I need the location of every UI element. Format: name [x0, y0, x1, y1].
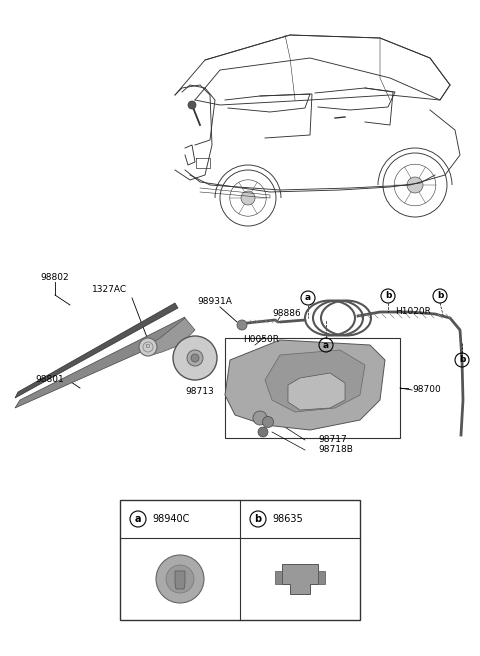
Text: 98700: 98700 [412, 386, 441, 394]
Text: 98931A: 98931A [198, 298, 232, 306]
Circle shape [407, 177, 423, 193]
Polygon shape [175, 571, 185, 589]
Polygon shape [15, 303, 178, 398]
Text: 98713: 98713 [186, 388, 215, 396]
Circle shape [241, 191, 255, 205]
Polygon shape [275, 571, 282, 584]
Text: a: a [305, 293, 311, 302]
Circle shape [237, 320, 247, 330]
Circle shape [191, 354, 199, 362]
Text: 1327AC: 1327AC [93, 285, 128, 295]
Text: a: a [323, 340, 329, 350]
Circle shape [263, 417, 274, 428]
Circle shape [188, 101, 196, 109]
Circle shape [258, 427, 268, 437]
Polygon shape [15, 317, 185, 408]
Text: b: b [459, 356, 465, 365]
Text: H0050R: H0050R [243, 335, 279, 344]
Text: a: a [135, 514, 141, 524]
Circle shape [156, 555, 204, 603]
Bar [225, 338, 400, 438]
Circle shape [253, 411, 267, 425]
Polygon shape [288, 373, 345, 410]
Polygon shape [148, 318, 195, 355]
Text: 98886: 98886 [272, 310, 301, 319]
Circle shape [139, 338, 157, 356]
Circle shape [173, 336, 217, 380]
Polygon shape [265, 350, 365, 412]
Circle shape [187, 350, 203, 366]
Text: 98718B: 98718B [318, 445, 353, 455]
Text: 98635: 98635 [272, 514, 303, 524]
Text: b: b [254, 514, 262, 524]
Text: 98801: 98801 [36, 375, 64, 384]
Text: H1020R: H1020R [395, 308, 431, 316]
Text: 98940C: 98940C [152, 514, 190, 524]
Text: b: b [385, 291, 391, 300]
Text: b: b [437, 291, 443, 300]
Text: 98802: 98802 [41, 274, 69, 283]
Text: 98717: 98717 [318, 436, 347, 445]
Polygon shape [282, 564, 318, 594]
Polygon shape [318, 571, 325, 584]
Polygon shape [225, 340, 385, 430]
Bar [120, 500, 360, 620]
Circle shape [166, 565, 194, 593]
Text: D: D [146, 344, 150, 350]
